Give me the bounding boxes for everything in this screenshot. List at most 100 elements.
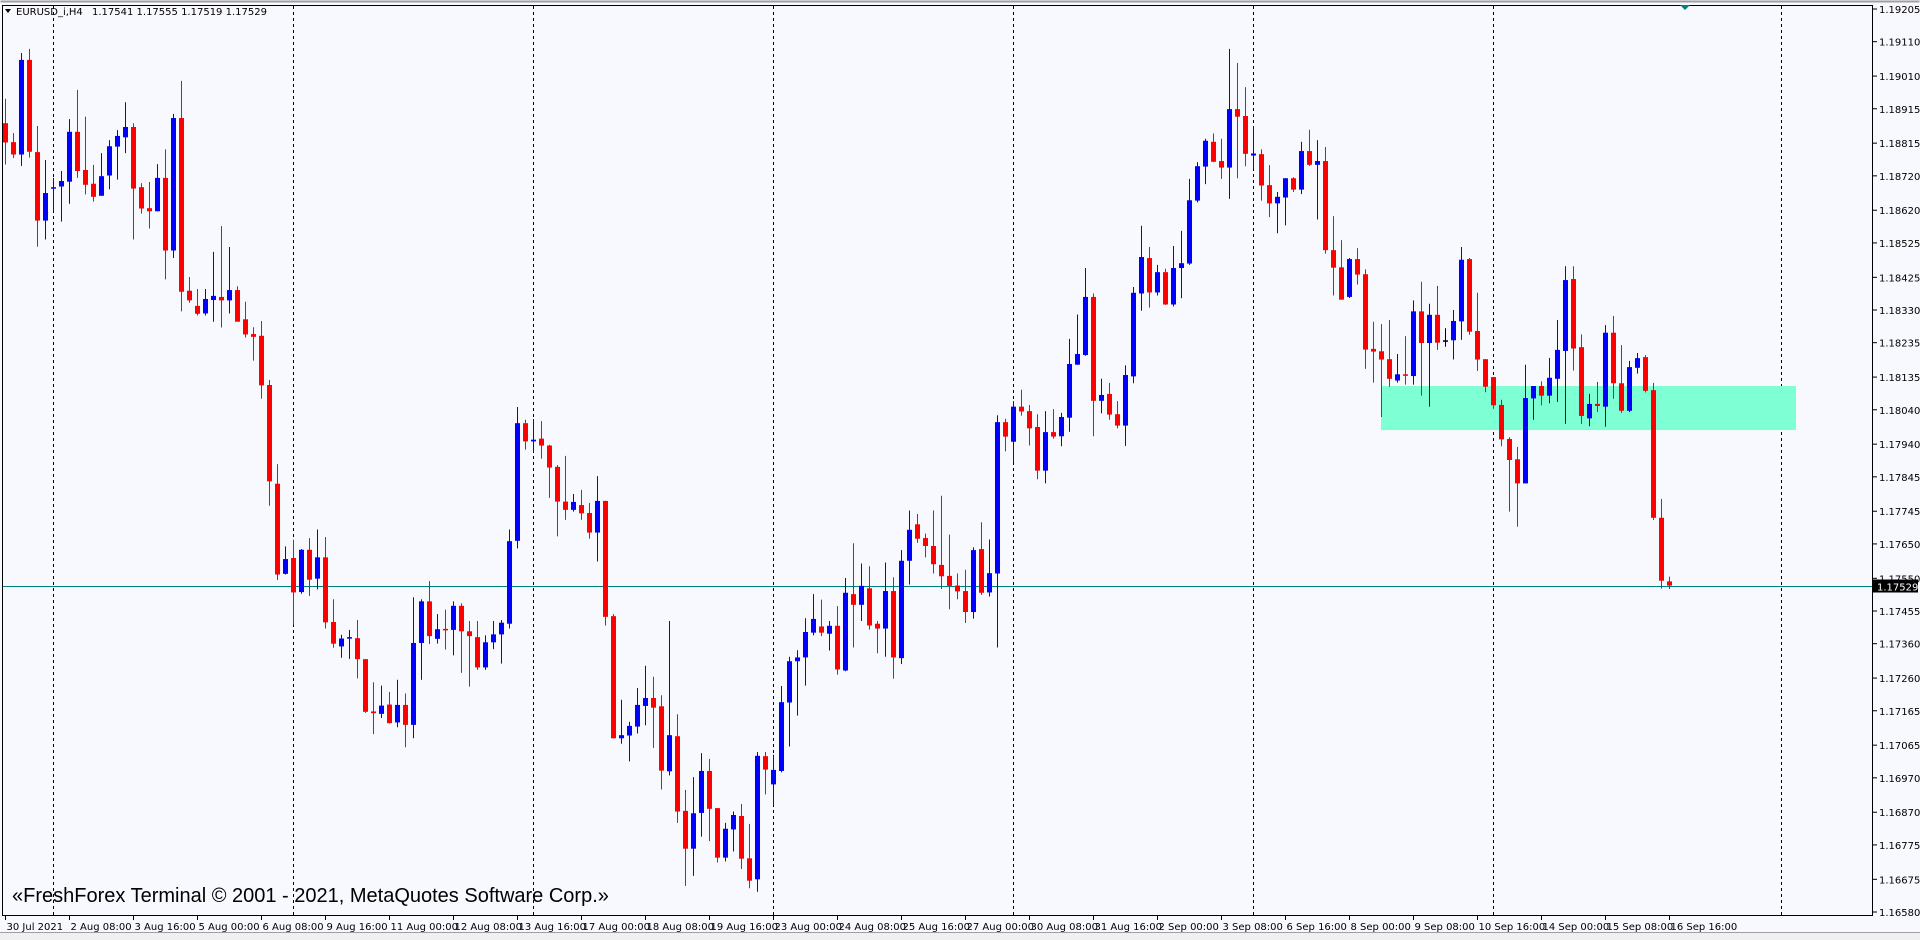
candle [1243, 87, 1248, 167]
candle-body [171, 118, 176, 251]
price-tick-label: 1.16775 [1879, 841, 1920, 852]
candle [51, 177, 56, 212]
candle-body [147, 208, 152, 212]
candle [1523, 364, 1528, 484]
candle-body [643, 698, 648, 706]
candle [603, 500, 608, 626]
candle-body [1539, 386, 1544, 396]
candle [227, 247, 232, 314]
candle [915, 513, 920, 543]
candle-body [43, 193, 48, 221]
candle-body [219, 296, 224, 301]
candle [611, 614, 616, 739]
candle-body [1259, 154, 1264, 186]
price-tick-label: 1.19110 [1879, 38, 1920, 49]
candle-body [1291, 178, 1296, 190]
candle [1427, 303, 1432, 407]
candle [923, 533, 928, 558]
candle-body [1555, 349, 1560, 379]
candle-body [387, 704, 392, 724]
candle-body [651, 698, 656, 708]
price-tick-label: 1.19010 [1879, 72, 1920, 83]
candle-body [987, 573, 992, 593]
candle [235, 286, 240, 322]
candle [147, 182, 152, 229]
candle [571, 494, 576, 512]
candle-body [1475, 330, 1480, 360]
candle-body [1315, 161, 1320, 165]
candle [1635, 353, 1640, 374]
candle-body [1659, 517, 1664, 581]
time-tick-label: 10 Sep 16:00 [1479, 922, 1546, 933]
candle [747, 823, 752, 889]
candle [1267, 165, 1272, 218]
dropdown-triangle-icon[interactable] [5, 9, 11, 13]
candle-body [1371, 348, 1376, 352]
candle [371, 682, 376, 735]
candle [131, 123, 136, 240]
candle-body [659, 706, 664, 771]
candle [731, 811, 736, 852]
candle [1155, 264, 1160, 296]
candle-body [907, 529, 912, 561]
candle-body [1035, 426, 1040, 471]
candle [555, 465, 560, 537]
time-tick-label: 8 Sep 00:00 [1351, 922, 1411, 933]
candle-body [1163, 272, 1168, 305]
candle [867, 566, 872, 630]
candle-body [531, 439, 536, 442]
candle-body [1355, 259, 1360, 275]
candle [1227, 48, 1232, 199]
candle [419, 599, 424, 680]
candle-body [1099, 394, 1104, 401]
candle [1571, 266, 1576, 371]
candle [1251, 126, 1256, 169]
candle-body [1003, 422, 1008, 437]
time-tick-label: 19 Aug 16:00 [711, 922, 778, 933]
candle-body [1403, 374, 1408, 376]
candle-body [1651, 390, 1656, 518]
candle-body [947, 575, 952, 586]
candle-body [539, 438, 544, 446]
candle [971, 547, 976, 619]
candle [323, 537, 328, 629]
candle-body [491, 634, 496, 643]
candle [1603, 325, 1608, 427]
candle-body [251, 334, 256, 337]
candle [411, 597, 416, 739]
chart-shift-marker-icon[interactable] [1680, 5, 1690, 10]
candle [107, 140, 112, 190]
candle [1075, 314, 1080, 365]
candle-body [1043, 432, 1048, 471]
candle-body [1091, 296, 1096, 401]
candle [1491, 377, 1496, 409]
candle [363, 659, 368, 713]
price-tick-label: 1.17745 [1879, 507, 1920, 518]
candle [1419, 281, 1424, 396]
candle [771, 754, 776, 806]
candle-body [379, 705, 384, 714]
candle [995, 415, 1000, 648]
candle-body [83, 169, 88, 185]
candle-body [883, 591, 888, 629]
candle-body [243, 319, 248, 335]
candle-body [1267, 185, 1272, 204]
candle-body [979, 549, 984, 593]
candle-body [819, 626, 824, 633]
current-price-box [1873, 579, 1918, 593]
candle [531, 419, 536, 453]
candle [1083, 268, 1088, 356]
candle [1059, 412, 1064, 447]
candle-body [1627, 367, 1632, 411]
time-axis[interactable]: 30 Jul 2021 2 Aug 08:00 3 Aug 16:00 5 Aug 0… [5, 916, 1738, 933]
candle-body [571, 501, 576, 510]
candle-body [683, 810, 688, 849]
candle-body [371, 711, 376, 714]
time-tick-label: 3 Sep 08:00 [1223, 922, 1283, 933]
candle [619, 699, 624, 744]
candle-body [547, 445, 552, 468]
period-separators [53, 6, 1782, 915]
candle [1555, 319, 1560, 402]
time-tick-label: 16 Sep 16:00 [1671, 922, 1738, 933]
